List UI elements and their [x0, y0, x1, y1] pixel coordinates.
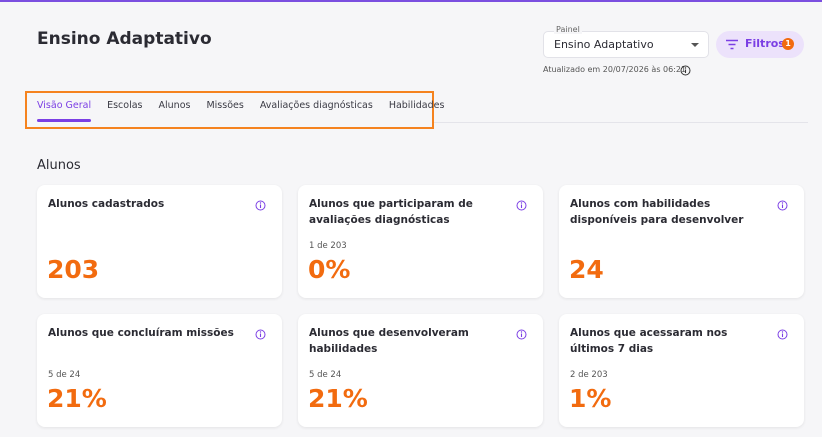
card-value: 21% — [47, 384, 107, 413]
info-icon[interactable] — [255, 329, 266, 340]
info-icon[interactable] — [516, 329, 527, 340]
card-title: Alunos que acessaram nos últimos 7 dias — [570, 327, 728, 355]
filters-badge: 1 — [782, 38, 794, 50]
tab[interactable]: Visão Geral — [37, 100, 92, 111]
tab-divider — [434, 122, 808, 123]
info-icon[interactable] — [777, 329, 788, 340]
metric-card: Alunos que desenvolveram habilidades 5 de… — [298, 314, 543, 427]
card-value: 21% — [308, 384, 368, 413]
metric-card: Alunos que participaram de avaliações di… — [298, 185, 543, 298]
card-subtitle: 1 de 203 — [309, 241, 347, 251]
metric-card: Alunos que acessaram nos últimos 7 dias 2… — [559, 314, 804, 427]
card-subtitle: 2 de 203 — [570, 370, 608, 380]
tab[interactable]: Missões — [206, 100, 244, 111]
card-title: Alunos que participaram de avaliações di… — [309, 198, 473, 226]
tab[interactable]: Alunos — [158, 100, 191, 111]
card-title: Alunos cadastrados — [48, 198, 165, 210]
card-title: Alunos que desenvolveram habilidades — [309, 327, 469, 355]
tab-underline — [37, 119, 92, 122]
info-icon[interactable] — [516, 200, 527, 211]
caret — [691, 43, 699, 47]
info-icon[interactable] — [255, 200, 266, 211]
card-subtitle: 5 de 24 — [309, 370, 342, 380]
panel-select[interactable]: Painel Ensino Adaptativo — [543, 25, 709, 58]
filters-label: Filtros — [745, 37, 785, 50]
section-title: Alunos — [37, 158, 81, 173]
filter-icon — [726, 39, 738, 50]
panel-label: Painel — [554, 25, 582, 34]
filters-button[interactable]: Filtros 1 — [716, 31, 804, 58]
metric-card: Alunos com habilidades disponíveis para … — [559, 185, 804, 298]
metric-card: Alunos que concluíram missões 5 de 24 21% — [37, 314, 282, 427]
info-icon[interactable] — [777, 200, 788, 211]
card-value: 1% — [569, 384, 612, 413]
updated-text: Atualizado em 20/07/2026 às 06:21 — [543, 65, 687, 74]
card-value: 24 — [569, 255, 604, 284]
card-title: Alunos que concluíram missões — [48, 327, 234, 339]
card-value: 0% — [308, 255, 351, 284]
tab[interactable]: Avaliações diagnósticas — [259, 100, 373, 111]
tab[interactable]: Habilidades — [388, 100, 445, 111]
tab[interactable]: Escolas — [107, 100, 143, 111]
page-title: Ensino Adaptativo — [37, 29, 212, 49]
card-value: 203 — [47, 255, 100, 284]
card-title: Alunos com habilidades disponíveis para … — [570, 198, 744, 226]
metric-card: Alunos cadastrados 203 — [37, 185, 282, 298]
panel-value: Ensino Adaptativo — [554, 38, 654, 51]
tab-highlight — [25, 91, 434, 129]
info-icon — [680, 65, 691, 76]
card-subtitle: 5 de 24 — [48, 370, 81, 380]
